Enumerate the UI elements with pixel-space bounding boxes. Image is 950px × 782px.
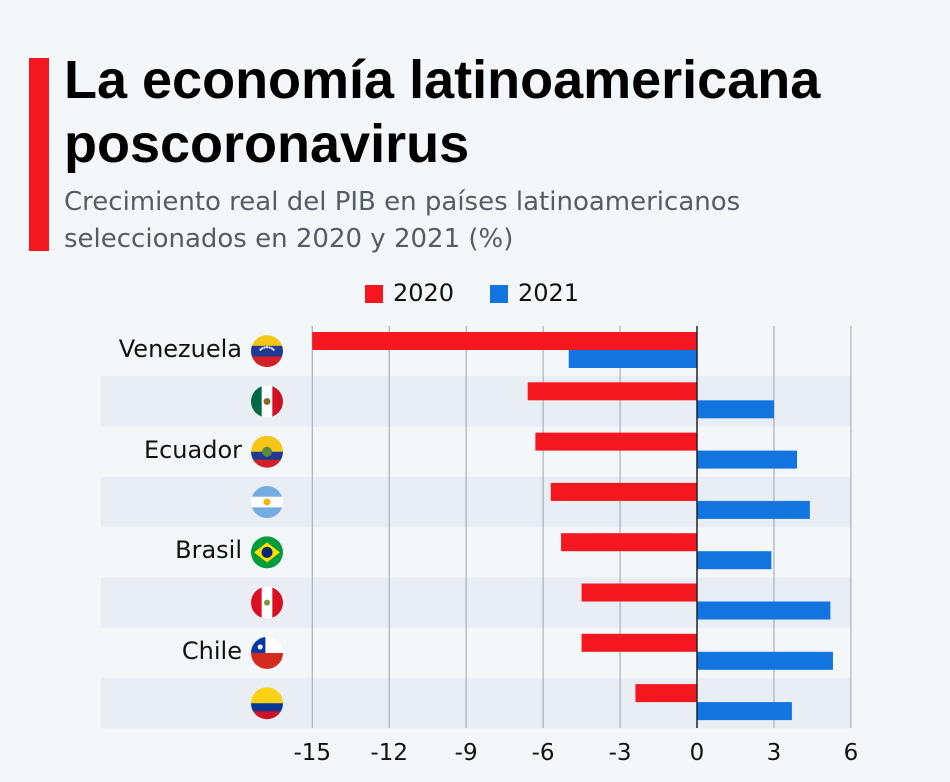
legend-swatch-2020 — [365, 285, 383, 303]
legend-label-2020: 2020 — [393, 279, 455, 307]
bar-2021-chile — [697, 651, 833, 670]
peru-flag-icon — [251, 586, 283, 619]
argentina-flag-icon — [251, 486, 283, 519]
bar-2020-venezuela — [312, 332, 697, 350]
title-accent-bar — [29, 58, 49, 251]
x-tick-label: 3 — [767, 740, 782, 766]
bar-2020-ecuador — [535, 432, 697, 451]
x-tick-label: 0 — [690, 740, 705, 766]
bar-2021-argentina — [697, 500, 810, 519]
venezuela-flag-icon — [251, 335, 283, 368]
category-label-chile: Chile — [181, 636, 242, 665]
chart-subtitle: Crecimiento real del PIB en países latin… — [64, 187, 741, 254]
legend-label-2021: 2021 — [518, 279, 580, 307]
bar-2021-perú — [697, 601, 831, 620]
bar-2021-colombia — [697, 702, 792, 721]
chart-title: La economía latinoamericana poscoronavir… — [64, 50, 821, 174]
brazil-flag-icon — [251, 536, 283, 569]
mexico-flag-icon — [251, 385, 283, 418]
bar-2021-venezuela — [568, 350, 697, 368]
category-label-brasil: Brasil — [175, 536, 242, 565]
colombia-flag-icon — [251, 687, 283, 720]
x-tick-label: -12 — [370, 740, 408, 766]
legend-item-2021: 2021 — [490, 276, 600, 310]
x-tick-label: -15 — [293, 740, 331, 766]
bar-2020-perú — [581, 583, 697, 602]
x-tick-label: 6 — [844, 740, 859, 766]
bar-2020-méxico — [527, 382, 697, 401]
bar-2020-chile — [581, 633, 697, 652]
ecuador-flag-icon — [251, 435, 283, 468]
chile-flag-icon — [251, 636, 283, 669]
x-tick-label: -3 — [609, 740, 632, 766]
bar-2020-brasil — [561, 533, 697, 552]
x-tick-label: -6 — [532, 740, 555, 766]
bar-2020-argentina — [550, 482, 697, 501]
legend: 2020 2021 — [0, 276, 950, 310]
legend-swatch-2021 — [490, 285, 508, 303]
x-tick-label: -9 — [455, 740, 478, 766]
category-label-venezuela: Venezuela — [118, 335, 242, 364]
bar-2021-ecuador — [697, 450, 798, 469]
bar-2021-méxico — [697, 400, 774, 419]
category-label-ecuador: Ecuador — [143, 435, 242, 464]
bar-2020-colombia — [635, 684, 697, 703]
legend-item-2020: 2020 — [365, 276, 475, 310]
bar-2021-brasil — [697, 551, 772, 570]
